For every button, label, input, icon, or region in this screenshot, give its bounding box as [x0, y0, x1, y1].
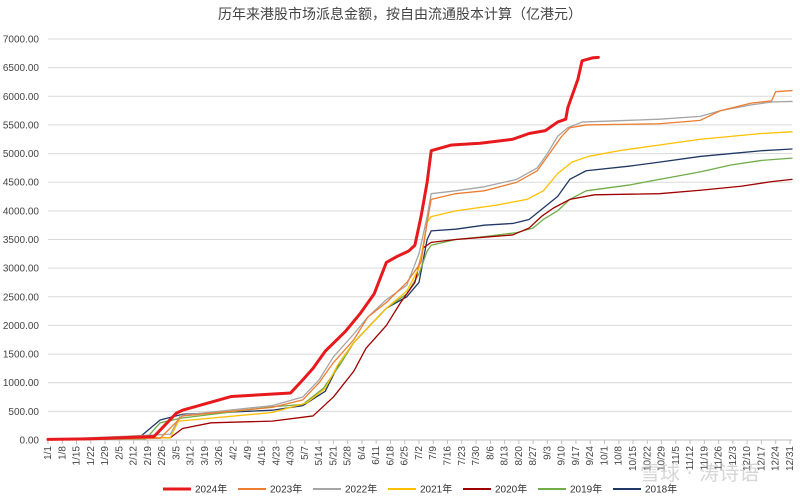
x-tick-label: 8/27	[528, 446, 539, 466]
x-tick-label: 2/5	[114, 446, 125, 460]
x-tick-label: 4/16	[257, 446, 268, 466]
x-tick-label: 12/31	[785, 446, 796, 471]
x-tick-label: 11/5	[671, 446, 682, 465]
x-tick-label: 5/21	[328, 446, 339, 466]
x-tick-label: 7/30	[471, 446, 482, 466]
x-tick-label: 11/12	[685, 446, 696, 471]
y-tick-label: 1500.00	[3, 350, 40, 361]
x-tick-label: 9/17	[571, 446, 582, 466]
x-tick-label: 3/19	[200, 446, 211, 466]
x-tick-label: 3/12	[186, 446, 197, 466]
legend-label: 2021年	[420, 483, 452, 496]
legend-label: 2023年	[270, 483, 302, 496]
y-tick-label: 2000.00	[3, 321, 40, 332]
y-tick-label: 5000.00	[3, 149, 40, 160]
x-tick-label: 5/7	[300, 446, 311, 460]
series-line-2023年	[47, 89, 793, 441]
x-tick-label: 12/24	[771, 446, 782, 471]
series-line-2018年	[47, 148, 793, 441]
x-tick-label: 3/5	[171, 446, 182, 460]
x-tick-label: 11/19	[699, 446, 710, 471]
x-tick-label: 7/23	[457, 446, 468, 466]
x-tick-label: 3/26	[214, 446, 225, 466]
x-tick-label: 10/1	[599, 446, 610, 466]
legend: 2024年 2023年 2022年 2021年 2020年 2019年 2018年	[163, 483, 677, 496]
x-axis: 1/1 1/8 1/15 1/22 1/29 2/5 2/12 2/19 2/26 3/5 3/12…	[43, 440, 796, 471]
x-tick-label: 12/10	[742, 446, 753, 471]
y-tick-label: 1000.00	[3, 378, 40, 389]
y-tick-label: 3500.00	[3, 235, 40, 246]
x-tick-label: 2/26	[157, 446, 168, 466]
y-tick-label: 7000.00	[3, 35, 40, 46]
x-tick-label: 6/4	[357, 446, 368, 460]
x-tick-label: 12/3	[728, 446, 739, 466]
x-tick-label: 6/11	[371, 446, 382, 465]
y-tick-label: 0.00	[20, 436, 40, 447]
x-tick-label: 7/9	[428, 446, 439, 460]
y-tick-label: 3000.00	[3, 264, 40, 275]
x-tick-label: 1/22	[86, 446, 97, 466]
watermark-text: 雪球 · 涛诗语	[640, 461, 759, 485]
x-tick-label: 10/29	[657, 446, 668, 471]
x-tick-label: 10/22	[642, 446, 653, 471]
x-tick-label: 7/16	[443, 446, 454, 466]
gridlines	[48, 38, 792, 441]
y-tick-label: 2500.00	[3, 292, 40, 303]
x-tick-label: 9/24	[585, 446, 596, 466]
y-tick-label: 5500.00	[3, 120, 40, 131]
x-tick-label: 1/29	[100, 446, 111, 466]
x-tick-label: 9/10	[557, 446, 568, 466]
x-tick-label: 4/30	[286, 446, 297, 466]
x-tick-label: 12/17	[756, 446, 767, 471]
x-tick-label: 5/28	[343, 446, 354, 466]
x-tick-label: 8/13	[500, 446, 511, 466]
series-lines	[46, 55, 793, 441]
series-line-2021年	[47, 131, 793, 441]
legend-label: 2020年	[495, 483, 527, 496]
y-tick-label: 4500.00	[3, 178, 40, 189]
x-tick-label: 4/23	[271, 446, 282, 466]
y-tick-label: 500.00	[8, 407, 39, 418]
chart-title: 历年来港股市场派息金额，按自由流通股本计算（亿港元）	[218, 6, 582, 23]
series-line-2020年	[47, 178, 793, 441]
x-tick-label: 7/2	[414, 446, 425, 460]
x-tick-label: 1/15	[72, 446, 83, 466]
x-tick-label: 6/18	[385, 446, 396, 466]
x-tick-label: 2/12	[129, 446, 140, 466]
x-tick-label: 1/1	[43, 446, 54, 460]
legend-label: 2018年	[645, 483, 677, 496]
series-line-2019年	[47, 157, 793, 441]
x-tick-label: 2/19	[143, 446, 154, 466]
y-tick-label: 4000.00	[3, 206, 40, 217]
series-line-2022年	[47, 100, 793, 441]
legend-label: 2019年	[570, 483, 602, 496]
legend-label: 2022年	[345, 483, 377, 496]
y-axis: 0.00 500.00 1000.00 1500.00 2000.00 2500.00 30…	[3, 35, 40, 447]
x-tick-label: 8/20	[514, 446, 525, 466]
x-tick-label: 4/2	[228, 446, 239, 460]
y-tick-label: 6500.00	[3, 63, 40, 74]
x-tick-label: 10/15	[628, 446, 639, 471]
x-tick-label: 6/25	[400, 446, 411, 466]
x-tick-label: 1/8	[57, 446, 68, 460]
y-tick-label: 6000.00	[3, 92, 40, 103]
x-tick-label: 4/9	[243, 446, 254, 460]
x-tick-label: 8/6	[485, 446, 496, 460]
x-tick-label: 5/14	[314, 446, 325, 466]
x-tick-label: 9/3	[542, 446, 553, 460]
x-tick-label: 10/8	[614, 446, 625, 466]
x-tick-label: 11/26	[714, 446, 725, 471]
legend-label: 2024年	[195, 483, 227, 496]
series-line-2024年	[46, 55, 600, 441]
